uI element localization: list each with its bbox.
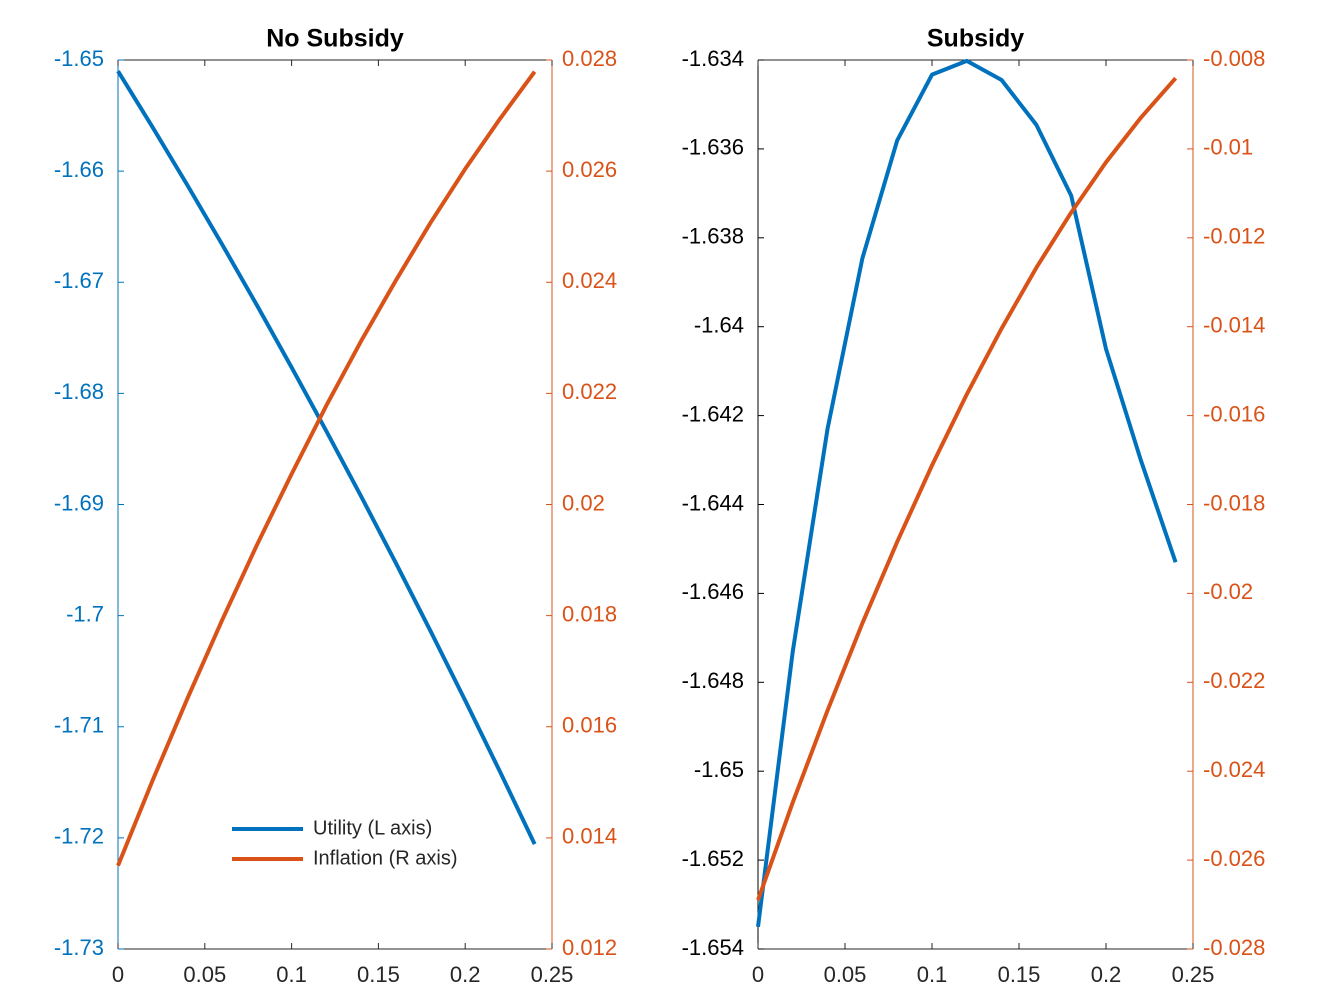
x-tick-label: 0.15 — [998, 962, 1041, 987]
y-tick-label: -1.69 — [54, 490, 104, 515]
y-tick-label: -1.646 — [682, 579, 744, 604]
y2-tick-label: -0.028 — [1203, 935, 1265, 960]
series-line — [116, 70, 537, 867]
y2-tick-label: -0.012 — [1203, 224, 1265, 249]
y-tick-label: -1.648 — [682, 668, 744, 693]
legend-label: Utility (L axis) — [313, 817, 432, 839]
x-tick-label: 0.1 — [917, 962, 948, 987]
y2-tick-label: -0.026 — [1203, 846, 1265, 871]
x-tick-label: 0.25 — [531, 962, 574, 987]
y2-tick-label: -0.024 — [1203, 757, 1265, 782]
x-tick-label: 0 — [112, 962, 124, 987]
series-line — [756, 58, 1178, 928]
x-tick-label: 0.2 — [1091, 962, 1122, 987]
y-tick-label: -1.7 — [66, 601, 104, 626]
y-tick-label: -1.642 — [682, 401, 744, 426]
y2-tick-label: -0.018 — [1203, 490, 1265, 515]
y-tick-label: -1.644 — [682, 490, 744, 515]
y2-tick-label: -0.016 — [1203, 401, 1265, 426]
x-tick-label: 0.2 — [450, 962, 481, 987]
x-tick-label: 0.05 — [824, 962, 867, 987]
y2-tick-label: 0.02 — [562, 490, 605, 515]
y-tick-label: -1.68 — [54, 379, 104, 404]
x-tick-label: 0.25 — [1172, 962, 1215, 987]
y-tick-label: -1.64 — [694, 313, 744, 338]
x-tick-label: 0.1 — [276, 962, 307, 987]
y2-tick-label: -0.022 — [1203, 668, 1265, 693]
y2-tick-label: 0.024 — [562, 268, 617, 293]
y-tick-label: -1.66 — [54, 157, 104, 182]
x-tick-label: 0 — [752, 962, 764, 987]
x-tick-label: 0.15 — [357, 962, 400, 987]
y-tick-label: -1.634 — [682, 46, 744, 71]
series-line — [116, 70, 537, 845]
y-tick-label: -1.638 — [682, 224, 744, 249]
y-tick-label: -1.65 — [694, 757, 744, 782]
y2-tick-label: -0.02 — [1203, 579, 1253, 604]
y-tick-label: -1.654 — [682, 935, 744, 960]
y2-tick-label: -0.01 — [1203, 135, 1253, 160]
y-tick-label: -1.636 — [682, 135, 744, 160]
chart-title: Subsidy — [927, 25, 1024, 53]
y2-tick-label: 0.018 — [562, 601, 617, 626]
y-tick-label: -1.72 — [54, 824, 104, 849]
y2-tick-label: 0.016 — [562, 713, 617, 738]
y2-tick-label: -0.014 — [1203, 313, 1265, 338]
y2-tick-label: 0.012 — [562, 935, 617, 960]
y2-tick-label: 0.026 — [562, 157, 617, 182]
y-tick-label: -1.73 — [54, 935, 104, 960]
y-tick-label: -1.65 — [54, 46, 104, 71]
chart-title: No Subsidy — [266, 25, 404, 53]
y-tick-label: -1.71 — [54, 713, 104, 738]
x-tick-label: 0.05 — [183, 962, 226, 987]
series-line — [756, 76, 1178, 901]
y2-tick-label: -0.008 — [1203, 46, 1265, 71]
y-tick-label: -1.652 — [682, 846, 744, 871]
y-tick-label: -1.67 — [54, 268, 104, 293]
legend-label: Inflation (R axis) — [313, 847, 458, 869]
y2-tick-label: 0.014 — [562, 824, 617, 849]
y2-tick-label: 0.022 — [562, 379, 617, 404]
y2-tick-label: 0.028 — [562, 46, 617, 71]
